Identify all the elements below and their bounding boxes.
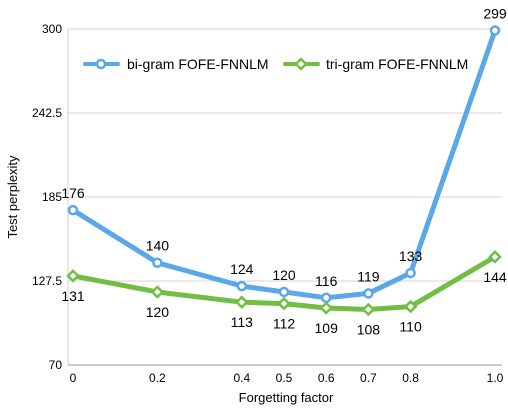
- data-label-trigram: 144: [483, 269, 507, 285]
- data-label-bigram: 119: [357, 268, 380, 284]
- x-tick-label: 0: [70, 371, 77, 385]
- data-labels: 176 140 124 120 116 119 133 299 131 120 113 112 109 1…: [61, 5, 507, 337]
- x-tick-label: 0.4: [233, 371, 250, 385]
- y-tick-label: 242.5: [32, 106, 62, 120]
- data-label-bigram: 140: [146, 238, 170, 254]
- data-label-trigram: 120: [146, 304, 170, 320]
- x-tick-labels: 0 0.2 0.4 0.5 0.6 0.7 0.8 1.0: [70, 371, 504, 385]
- data-point-bigram: [489, 25, 501, 36]
- data-label-trigram: 131: [61, 288, 85, 304]
- data-label-trigram: 109: [315, 320, 339, 336]
- legend-label-trigram: tri-gram FOFE-FNNLM: [326, 56, 468, 72]
- x-tick-label: 0.8: [402, 371, 419, 385]
- data-label-bigram: 176: [61, 185, 85, 201]
- data-point-trigram: [277, 296, 291, 311]
- legend: bi-gram FOFE-FNNLM tri-gram FOFE-FNNLM: [83, 56, 468, 72]
- series-line-trigram: [70, 254, 498, 312]
- legend-marker-trigram: [294, 57, 308, 71]
- x-tick-label: 0.2: [149, 371, 166, 385]
- series-lines: [66, 25, 502, 317]
- y-tick-label: 300: [42, 22, 62, 36]
- data-point-bigram: [278, 286, 290, 298]
- x-tick-label: 0.7: [360, 371, 377, 385]
- series-line-bigram: [70, 27, 498, 301]
- legend-marker-bigram: [95, 58, 107, 70]
- data-point-bigram: [405, 267, 416, 279]
- data-point-trigram: [361, 302, 376, 317]
- y-tick-label: 185: [42, 190, 62, 204]
- data-point-trigram: [66, 269, 80, 283]
- data-label-bigram: 116: [315, 273, 338, 289]
- data-point-bigram: [236, 280, 248, 292]
- y-tick-label: 127.5: [32, 274, 62, 288]
- y-tick-labels: 70 127.5 185 242.5 300: [32, 22, 62, 372]
- data-label-trigram: 113: [231, 314, 254, 330]
- legend-item-bigram: bi-gram FOFE-FNNLM: [83, 56, 269, 72]
- y-axis-title: Test perplexity: [5, 155, 20, 239]
- data-point-trigram: [403, 299, 418, 314]
- y-tick-label: 70: [49, 358, 63, 372]
- x-tick-label: 0.5: [276, 371, 293, 385]
- data-point-trigram: [319, 301, 333, 315]
- data-label-trigram: 112: [273, 316, 296, 332]
- data-label-trigram: 108: [357, 321, 381, 337]
- data-label-trigram: 110: [399, 319, 422, 335]
- data-point-bigram: [152, 257, 163, 268]
- data-label-bigram: 120: [272, 267, 296, 283]
- data-label-bigram: 299: [483, 5, 507, 21]
- legend-item-trigram: tri-gram FOFE-FNNLM: [283, 56, 468, 72]
- gridlines: [68, 28, 502, 282]
- data-point-bigram: [320, 292, 332, 304]
- data-point-trigram: [150, 285, 165, 299]
- data-point-trigram: [488, 250, 502, 264]
- data-label-bigram: 133: [399, 248, 423, 264]
- x-axis-title: Forgetting factor: [239, 390, 334, 405]
- data-point-bigram: [67, 204, 79, 216]
- x-tick-label: 0.6: [318, 371, 335, 385]
- axes: [67, 29, 502, 366]
- data-point-trigram: [235, 295, 249, 309]
- data-label-bigram: 124: [230, 261, 254, 277]
- x-tick-label: 1.0: [487, 371, 504, 385]
- legend-label-bigram: bi-gram FOFE-FNNLM: [127, 56, 269, 72]
- data-point-bigram: [363, 288, 374, 299]
